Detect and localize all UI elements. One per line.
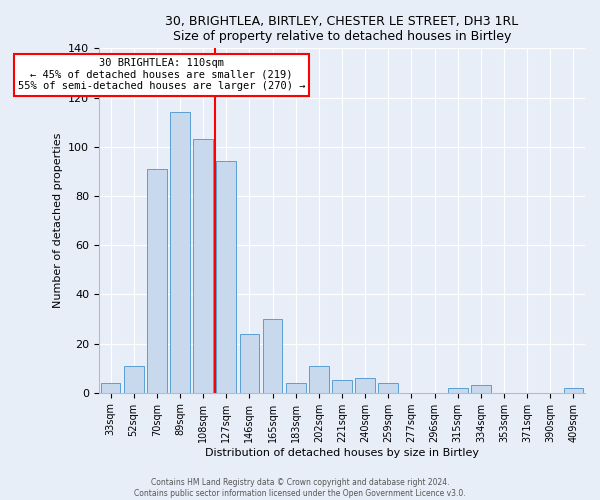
Bar <box>217 162 236 392</box>
Text: 30 BRIGHTLEA: 110sqm
← 45% of detached houses are smaller (219)
55% of semi-deta: 30 BRIGHTLEA: 110sqm ← 45% of detached h… <box>18 58 305 92</box>
Bar <box>124 366 143 392</box>
Bar <box>332 380 352 392</box>
Bar <box>563 388 583 392</box>
Bar <box>355 378 375 392</box>
Bar <box>263 319 283 392</box>
Bar <box>286 383 305 392</box>
X-axis label: Distribution of detached houses by size in Birtley: Distribution of detached houses by size … <box>205 448 479 458</box>
Y-axis label: Number of detached properties: Number of detached properties <box>53 133 62 308</box>
Bar <box>379 383 398 392</box>
Bar <box>193 140 213 392</box>
Title: 30, BRIGHTLEA, BIRTLEY, CHESTER LE STREET, DH3 1RL
Size of property relative to : 30, BRIGHTLEA, BIRTLEY, CHESTER LE STREE… <box>166 15 518 43</box>
Bar <box>170 112 190 392</box>
Bar <box>471 386 491 392</box>
Bar <box>309 366 329 392</box>
Text: Contains HM Land Registry data © Crown copyright and database right 2024.
Contai: Contains HM Land Registry data © Crown c… <box>134 478 466 498</box>
Bar <box>239 334 259 392</box>
Bar <box>147 169 167 392</box>
Bar <box>448 388 467 392</box>
Bar <box>101 383 121 392</box>
